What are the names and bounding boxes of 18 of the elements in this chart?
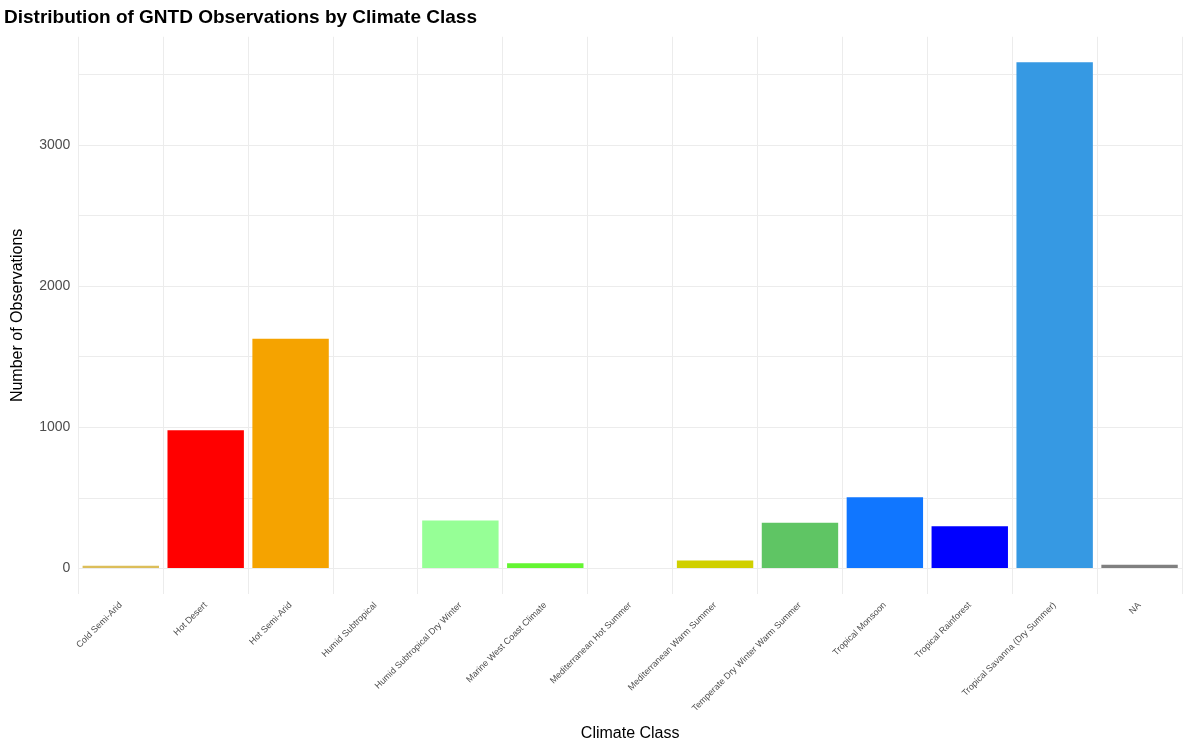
bar [931, 526, 1008, 569]
x-tick-label: NA [1126, 599, 1143, 616]
bar [1101, 564, 1178, 569]
y-tick-label: 1000 [39, 418, 71, 435]
bar [846, 497, 924, 569]
bar [422, 520, 499, 569]
bar [761, 522, 839, 569]
y-axis-title: Number of Observations [8, 228, 26, 403]
bar [676, 560, 754, 569]
bar [167, 430, 244, 569]
chart-title: Distribution of GNTD Observations by Climate Class [4, 5, 477, 27]
bar [252, 338, 329, 569]
y-tick-label: 0 [62, 559, 71, 576]
bar [1016, 62, 1093, 569]
y-tick-label: 3000 [39, 136, 71, 153]
x-axis-title: Climate Class [580, 723, 680, 741]
bar [507, 563, 584, 569]
y-tick-label: 2000 [39, 277, 71, 294]
